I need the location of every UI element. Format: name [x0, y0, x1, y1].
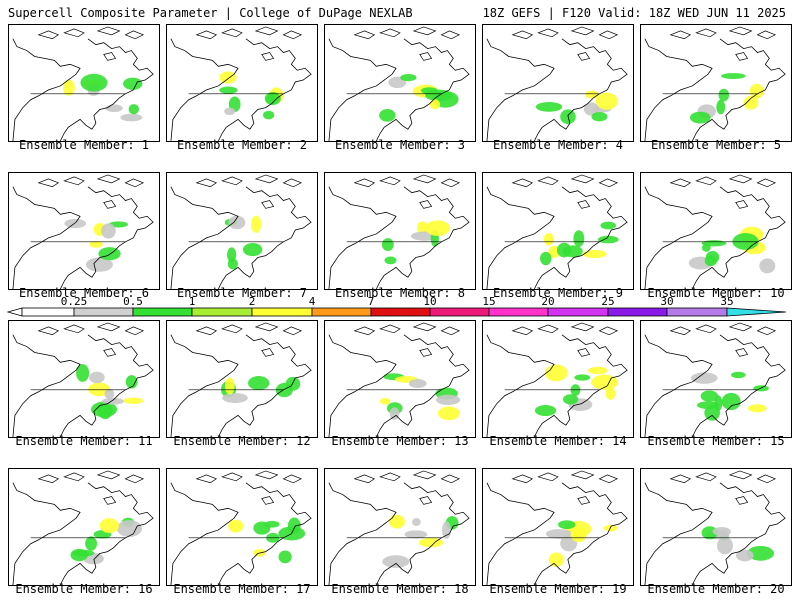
colorbar-segment	[370, 307, 431, 317]
colorbar-segment	[73, 307, 134, 317]
map-panel-member-1	[8, 24, 160, 142]
colorbar-segment	[251, 307, 313, 317]
colorbar-segment	[311, 307, 372, 317]
map-panel-member-6	[8, 172, 160, 290]
colorbar-segment	[21, 307, 75, 317]
map-panel-member-10	[640, 172, 792, 290]
north-america-map	[644, 322, 786, 437]
north-america-map	[170, 470, 312, 585]
north-america-map	[486, 174, 628, 289]
colorbar-tick-label: 35	[720, 295, 734, 308]
north-america-map	[486, 322, 628, 437]
run-valid-time: 18Z GEFS | F120 Valid: 18Z WED JUN 11 20…	[482, 6, 786, 20]
north-america-map	[328, 174, 470, 289]
ensemble-member-caption: Ensemble Member: 7	[176, 286, 308, 300]
colorbar-segment	[547, 307, 609, 317]
ensemble-member-caption: Ensemble Member: 6	[18, 286, 150, 300]
map-panel-member-15	[640, 320, 792, 438]
north-america-map	[170, 322, 312, 437]
colorbar-segment	[666, 307, 728, 317]
north-america-map	[12, 26, 154, 141]
north-america-map	[12, 174, 154, 289]
ensemble-member-caption: Ensemble Member: 17	[173, 582, 311, 596]
ensemble-member-caption: Ensemble Member: 10	[647, 286, 785, 300]
colorbar-tick-label: 4	[308, 295, 316, 308]
ensemble-member-caption: Ensemble Member: 9	[492, 286, 624, 300]
ensemble-member-caption: Ensemble Member: 1	[18, 138, 150, 152]
colorbar-segment	[6, 307, 23, 317]
north-america-map	[328, 470, 470, 585]
map-panel-member-2	[166, 24, 318, 142]
north-america-map	[170, 174, 312, 289]
north-america-map	[328, 26, 470, 141]
north-america-map	[486, 470, 628, 585]
map-panel-member-4	[482, 24, 634, 142]
north-america-map	[328, 322, 470, 437]
colorbar-tick-label: 0.25	[60, 295, 88, 308]
colorbar-segment	[488, 307, 549, 317]
map-panel-member-12	[166, 320, 318, 438]
colorbar-segment	[191, 307, 253, 317]
map-panel-member-9	[482, 172, 634, 290]
colorbar-segment	[726, 307, 787, 317]
colorbar-tick-label: 25	[601, 295, 615, 308]
ensemble-member-caption: Ensemble Member: 20	[647, 582, 785, 596]
map-panel-member-19	[482, 468, 634, 586]
ensemble-member-caption: Ensemble Member: 3	[334, 138, 466, 152]
colorbar-tick-label: 20	[541, 295, 555, 308]
colorbar-segment	[132, 307, 193, 317]
map-panel-member-7	[166, 172, 318, 290]
map-panel-member-17	[166, 468, 318, 586]
colorbar: 0.25 0.5 1 2 4 7 10 15 20 25 30 35	[0, 295, 800, 326]
north-america-map	[644, 26, 786, 141]
colorbar-segment	[607, 307, 668, 317]
map-panel-member-18	[324, 468, 476, 586]
ensemble-member-caption: Ensemble Member: 5	[650, 138, 782, 152]
map-panel-member-8	[324, 172, 476, 290]
colorbar-tick-label: 30	[660, 295, 674, 308]
colorbar-tick-label: 2	[248, 295, 256, 308]
ensemble-member-caption: Ensemble Member: 18	[331, 582, 469, 596]
colorbar-scale	[6, 307, 787, 317]
north-america-map	[170, 26, 312, 141]
ensemble-member-caption: Ensemble Member: 14	[489, 434, 627, 448]
colorbar-tick-label: 7	[367, 295, 375, 308]
north-america-map	[12, 322, 154, 437]
north-america-map	[486, 26, 628, 141]
ensemble-member-caption: Ensemble Member: 13	[331, 434, 469, 448]
chart-title: Supercell Composite Parameter | College …	[8, 6, 413, 20]
colorbar-tick-label: 15	[482, 295, 496, 308]
ensemble-member-caption: Ensemble Member: 19	[489, 582, 627, 596]
north-america-map	[644, 470, 786, 585]
map-panel-member-13	[324, 320, 476, 438]
ensemble-member-caption: Ensemble Member: 16	[15, 582, 153, 596]
ensemble-member-caption: Ensemble Member: 8	[334, 286, 466, 300]
north-america-map	[12, 470, 154, 585]
map-panel-member-5	[640, 24, 792, 142]
colorbar-tick-label: 10	[423, 295, 437, 308]
map-panel-member-3	[324, 24, 476, 142]
ensemble-member-caption: Ensemble Member: 2	[176, 138, 308, 152]
map-panel-member-16	[8, 468, 160, 586]
ensemble-member-caption: Ensemble Member: 4	[492, 138, 624, 152]
ensemble-member-caption: Ensemble Member: 15	[647, 434, 785, 448]
colorbar-tick-label: 0.5	[123, 295, 143, 308]
colorbar-tick-label: 1	[188, 295, 196, 308]
map-panel-member-14	[482, 320, 634, 438]
map-panel-member-20	[640, 468, 792, 586]
ensemble-member-caption: Ensemble Member: 11	[15, 434, 153, 448]
ensemble-member-caption: Ensemble Member: 12	[173, 434, 311, 448]
colorbar-segment	[429, 307, 490, 317]
map-panel-member-11	[8, 320, 160, 438]
north-america-map	[644, 174, 786, 289]
